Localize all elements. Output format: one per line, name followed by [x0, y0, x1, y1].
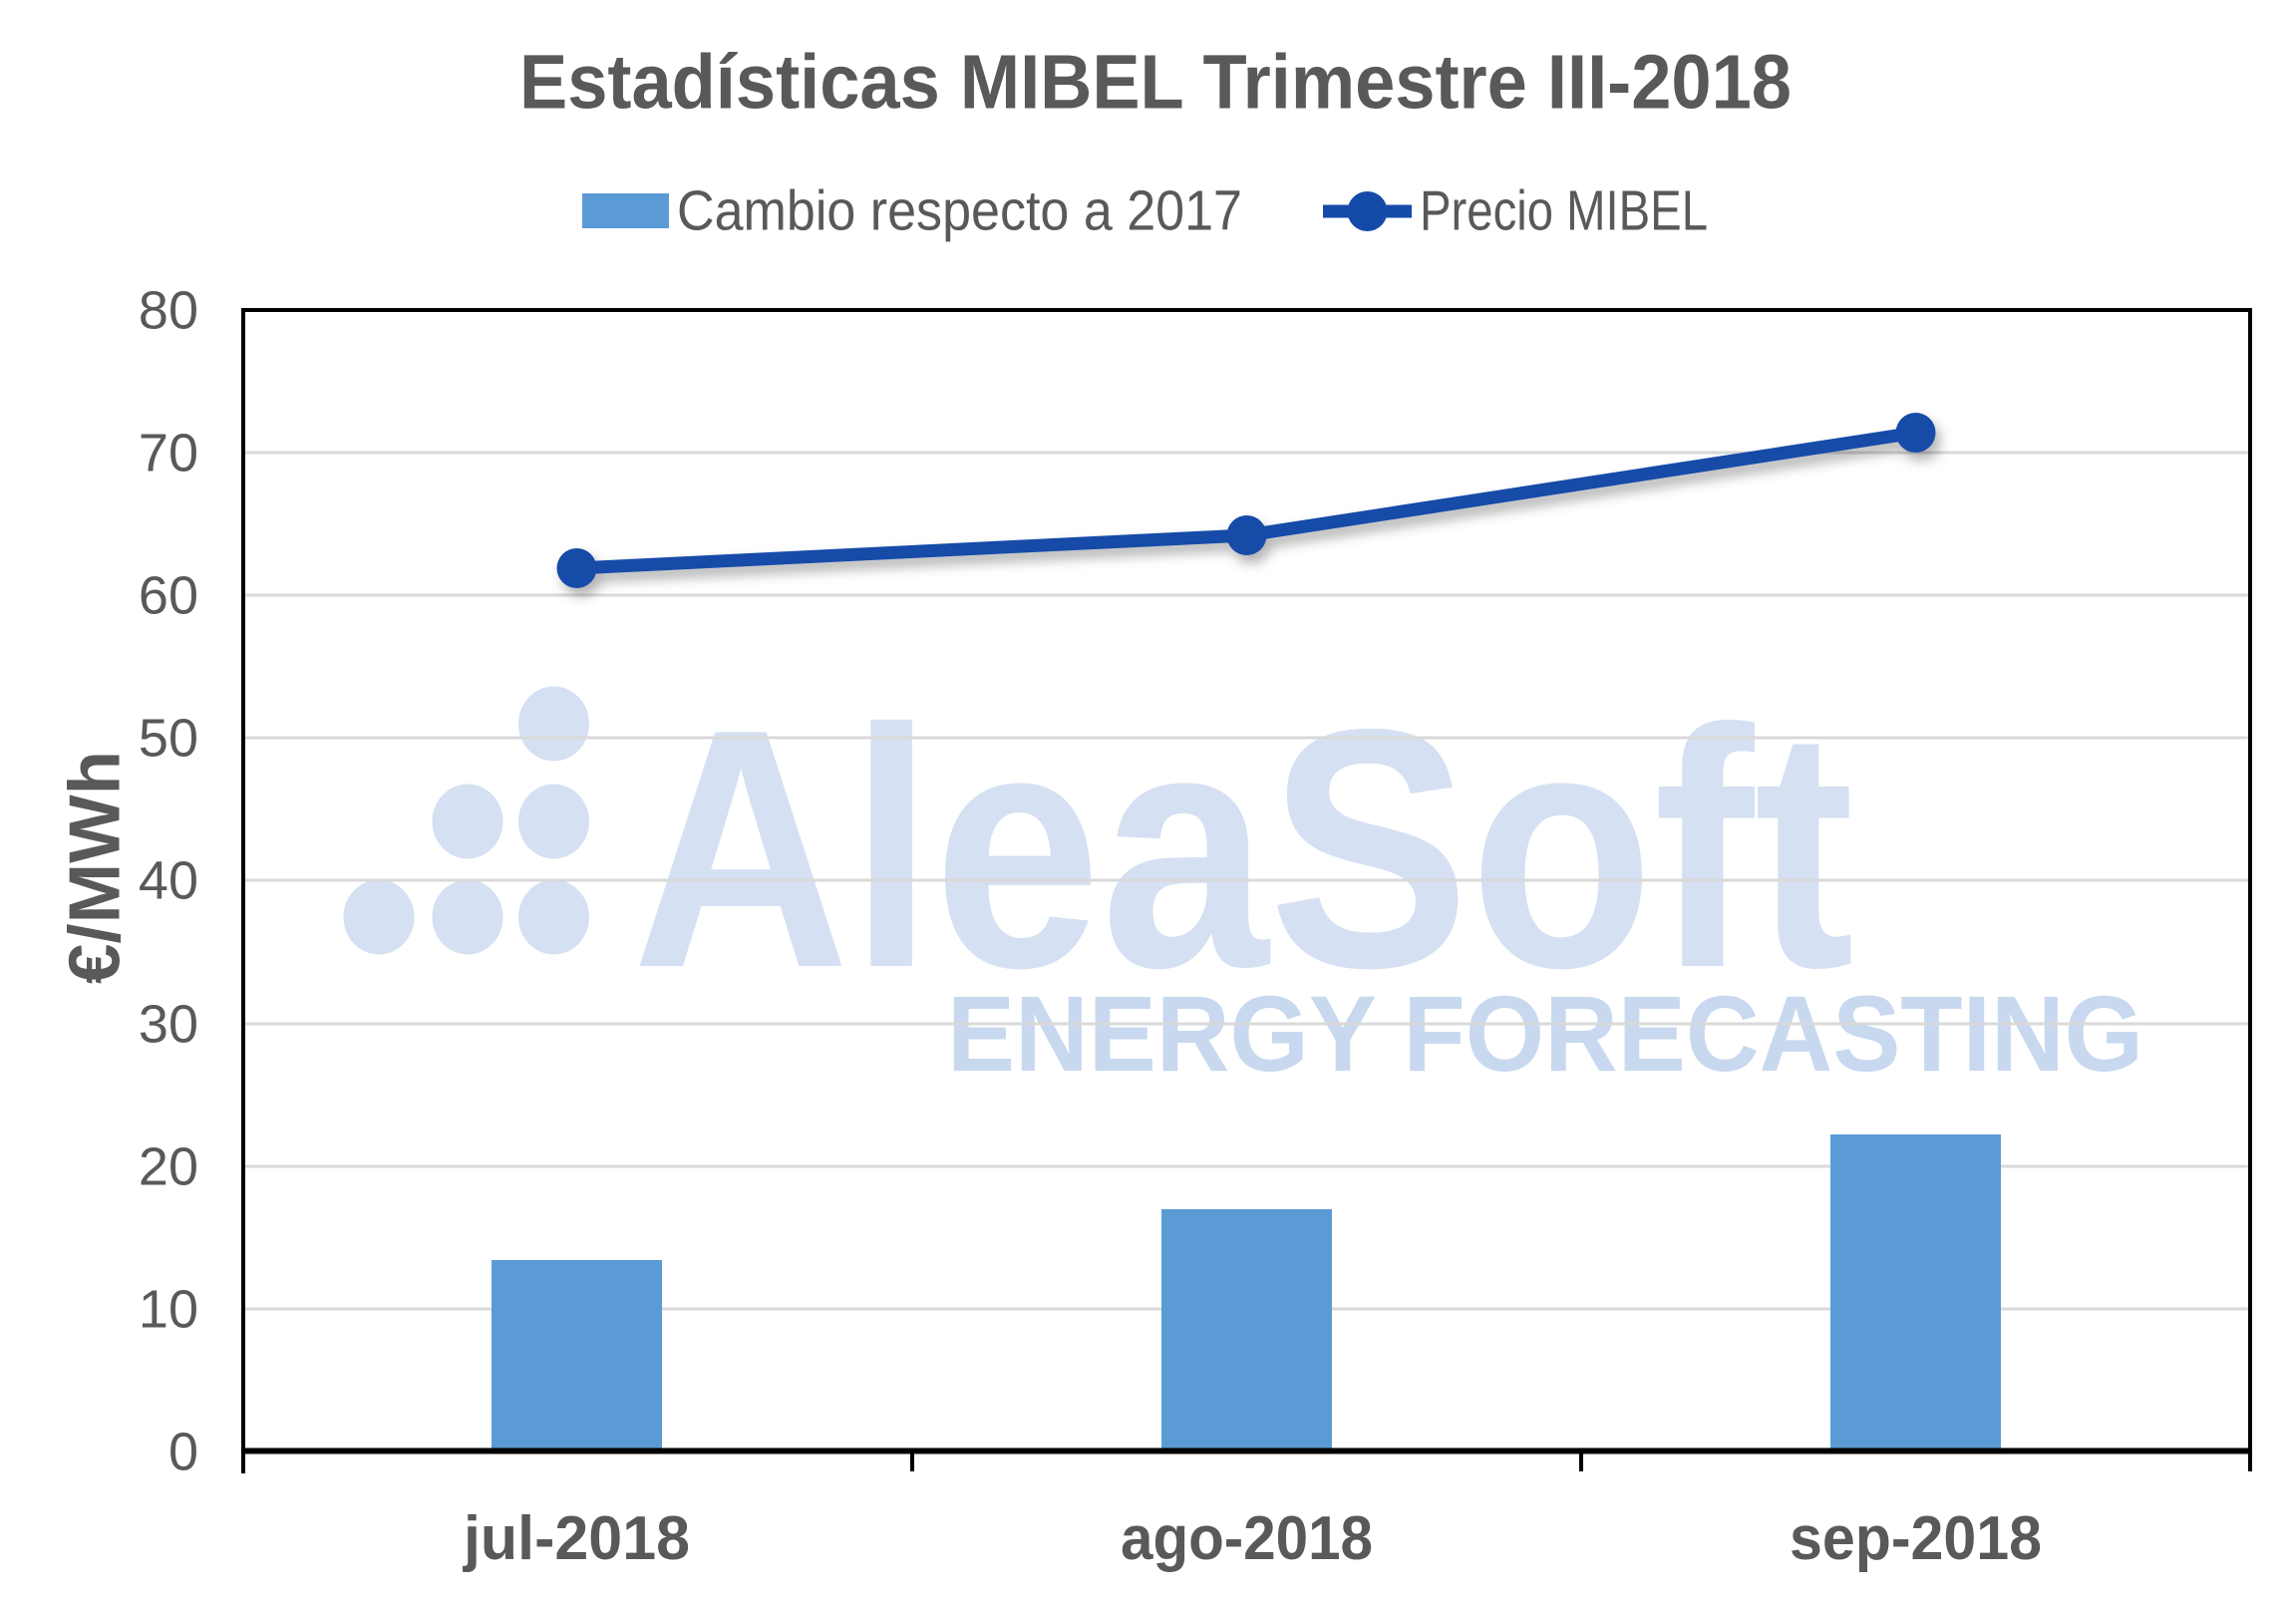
svg-text:20: 20	[139, 1137, 198, 1197]
svg-text:10: 10	[139, 1280, 198, 1340]
svg-text:Estadísticas MIBEL Trimestre I: Estadísticas MIBEL Trimestre III-2018	[519, 40, 1792, 126]
svg-text:50: 50	[139, 709, 198, 769]
svg-text:AleaSoft: AleaSoft	[632, 659, 1854, 1039]
svg-text:sep-2018: sep-2018	[1790, 1504, 2042, 1573]
svg-text:70: 70	[139, 424, 198, 483]
svg-text:Precio MIBEL: Precio MIBEL	[1420, 179, 1708, 243]
svg-text:60: 60	[139, 566, 198, 626]
svg-text:ENERGY FORECASTING: ENERGY FORECASTING	[947, 973, 2143, 1094]
svg-text:0: 0	[168, 1423, 198, 1482]
svg-text:30: 30	[139, 995, 198, 1055]
svg-text:40: 40	[139, 851, 198, 911]
svg-text:€/MWh: €/MWh	[56, 751, 136, 984]
svg-text:ago-2018: ago-2018	[1121, 1504, 1373, 1573]
svg-text:Cambio respecto a 2017: Cambio respecto a 2017	[677, 179, 1242, 243]
svg-text:jul-2018: jul-2018	[463, 1504, 690, 1573]
svg-text:80: 80	[139, 281, 198, 341]
